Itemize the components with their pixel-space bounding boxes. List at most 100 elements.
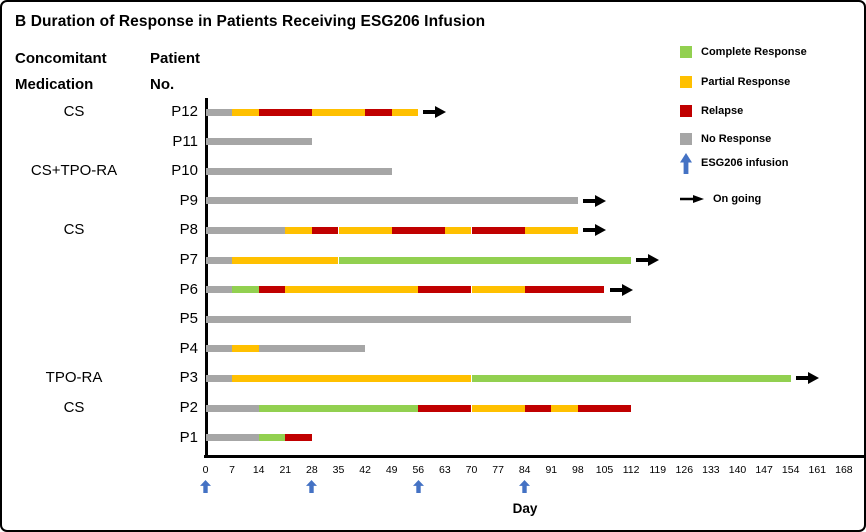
- legend-label-relapse: Relapse: [701, 105, 744, 117]
- bar-segment-p7-none: [205, 256, 233, 264]
- bar-segment-p8-relapse: [391, 226, 445, 234]
- bar-segment-p12-relapse: [258, 108, 312, 116]
- x-tick-label-161: 161: [808, 464, 827, 476]
- patient-label-p9: P9: [179, 191, 198, 209]
- patient-label-p7: P7: [179, 251, 198, 268]
- bar-segment-p3-none: [205, 374, 233, 382]
- x-tick-label-140: 140: [728, 464, 747, 476]
- bar-segment-p2-relapse: [577, 404, 632, 412]
- x-tick-label-28: 28: [306, 464, 318, 476]
- x-tick-label-133: 133: [702, 464, 720, 476]
- legend-partial-swatch: [680, 76, 692, 88]
- bar-segment-p2-none: [205, 404, 259, 412]
- bar-segment-p3-complete: [471, 374, 791, 382]
- bar-segment-p6-partial: [471, 286, 525, 294]
- bar-segment-p2-relapse: [418, 404, 472, 412]
- bar-segment-p8-relapse: [471, 226, 525, 234]
- chart-title: B Duration of Response in Patients Recei…: [15, 13, 486, 30]
- bar-segment-p8-partial: [444, 226, 472, 234]
- patient-label-p10: P10: [171, 162, 198, 180]
- bar-segment-p7-complete: [338, 256, 632, 264]
- bar-segment-p3-partial: [232, 374, 472, 382]
- infusion-arrow-icon-day28: [306, 480, 318, 498]
- bar-segment-p8-partial: [285, 226, 312, 234]
- legend-relapse-swatch: [680, 105, 692, 117]
- x-tick-label-84: 84: [518, 464, 531, 476]
- patient-no-header: Patient No.: [150, 46, 200, 98]
- x-tick-label-126: 126: [675, 464, 694, 476]
- bar-segment-p12-none: [205, 108, 233, 116]
- patient-label-p1: P1: [179, 428, 198, 446]
- legend-item-none: No Response: [680, 130, 771, 148]
- bar-segment-p4-partial: [232, 345, 259, 353]
- x-tick-label-49: 49: [385, 464, 398, 476]
- legend-item-ongoing: On going: [680, 190, 761, 208]
- bar-segment-p12-partial: [311, 108, 366, 116]
- bar-segment-p12-partial: [232, 108, 259, 116]
- bar-segment-p1-complete: [258, 434, 286, 442]
- legend-item-relapse: Relapse: [680, 102, 743, 120]
- medication-label-p10: CS+TPO-RA: [30, 162, 118, 180]
- patient-label-p12: P12: [171, 103, 198, 120]
- ongoing-arrow-icon-p8: [582, 223, 606, 242]
- x-tick-label-0: 0: [202, 464, 209, 476]
- ongoing-arrow-icon-p9: [582, 194, 606, 213]
- x-tick-label-42: 42: [359, 464, 371, 476]
- patient-label-p4: P4: [179, 339, 198, 357]
- legend-item-infusion: ESG206 infusion: [680, 152, 789, 174]
- infusion-arrow-icon-day56: [412, 480, 424, 498]
- x-tick-label-63: 63: [439, 464, 451, 476]
- bar-segment-p8-none: [205, 226, 286, 234]
- bar-segment-p10-none: [205, 167, 392, 175]
- bar-segment-p8-relapse: [311, 226, 339, 234]
- concomitant-medication-header-line2: Medication: [15, 76, 94, 93]
- bar-segment-p9-none: [205, 197, 578, 205]
- patient-label-p2: P2: [179, 399, 198, 416]
- infusion-arrow-icon-day0: [200, 480, 211, 498]
- legend-complete-swatch: [680, 46, 692, 58]
- ongoing-arrow-icon-p7: [636, 253, 660, 272]
- legend-label-partial: Partial Response: [701, 76, 791, 88]
- bar-segment-p8-partial: [524, 226, 578, 234]
- legend-none-swatch: [680, 133, 692, 145]
- x-tick-label-112: 112: [622, 464, 640, 476]
- bar-segment-p5-none: [205, 315, 632, 323]
- patient-no-header-line2: No.: [150, 76, 175, 93]
- bar-segment-p4-none: [205, 345, 233, 353]
- patient-label-p3: P3: [179, 369, 198, 387]
- legend-label-none: No Response: [701, 133, 772, 145]
- legend-item-complete: Complete Response: [680, 43, 807, 61]
- patient-label-p11: P11: [172, 132, 198, 150]
- patient-label-p8: P8: [179, 221, 198, 239]
- ongoing-arrow-icon-p6: [609, 283, 633, 302]
- legend-item-partial: Partial Response: [680, 73, 790, 91]
- bar-segment-p6-none: [205, 286, 233, 294]
- x-tick-label-154: 154: [781, 464, 800, 476]
- bar-segment-p6-relapse: [258, 286, 286, 294]
- x-tick-label-119: 119: [649, 464, 667, 476]
- ongoing-arrow-icon-p12: [423, 105, 447, 124]
- x-tick-label-7: 7: [229, 464, 236, 476]
- legend-label-complete: Complete Response: [701, 46, 807, 58]
- x-axis-line: [204, 455, 864, 458]
- x-tick-label-98: 98: [572, 464, 584, 476]
- y-axis-line: [205, 98, 208, 458]
- bar-segment-p1-relapse: [285, 434, 312, 442]
- bar-segment-p1-none: [205, 434, 259, 442]
- medication-label-p3: TPO-RA: [45, 369, 103, 387]
- concomitant-medication-header: Concomitant Medication: [15, 46, 107, 98]
- x-tick-label-91: 91: [545, 464, 558, 476]
- legend-label-infusion: ESG206 infusion: [701, 157, 789, 169]
- medication-label-p12: CS: [63, 103, 85, 120]
- bar-segment-p6-relapse: [418, 286, 472, 294]
- bar-segment-p2-partial: [471, 404, 525, 412]
- x-tick-label-21: 21: [279, 464, 292, 476]
- medication-label-p2: CS: [63, 399, 85, 416]
- x-tick-label-56: 56: [412, 464, 425, 476]
- concomitant-medication-header-line1: Concomitant: [15, 50, 107, 67]
- bar-segment-p2-relapse: [524, 404, 552, 412]
- patient-label-p6: P6: [179, 280, 198, 298]
- bar-segment-p6-partial: [285, 286, 419, 294]
- x-tick-label-14: 14: [252, 464, 265, 476]
